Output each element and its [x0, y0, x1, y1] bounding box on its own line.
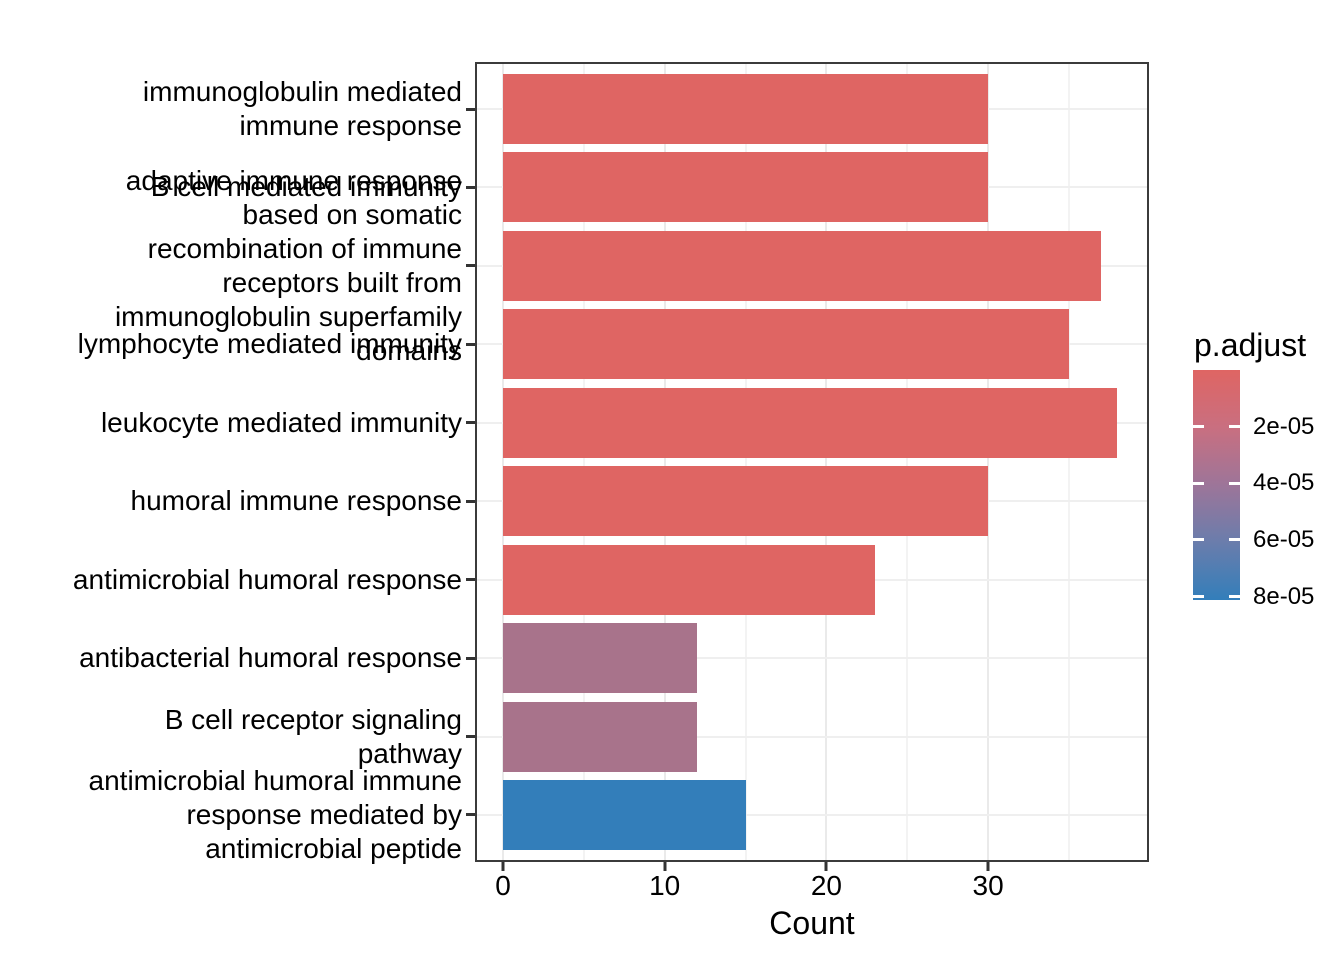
y-axis-tick: [466, 264, 475, 268]
x-axis-tick: [501, 862, 505, 871]
minor-gridline: [1067, 64, 1070, 860]
y-axis-label: leukocyte mediated immunity: [100, 406, 462, 438]
y-axis-tick: [466, 342, 475, 346]
bar: [503, 230, 1102, 301]
x-axis-tick: [824, 862, 828, 871]
bar: [503, 309, 1069, 380]
legend-tick-left: [1193, 538, 1204, 542]
y-axis-label: lymphocyte mediated immunity: [77, 328, 462, 360]
y-axis-tick: [466, 107, 475, 111]
minor-gridline: [582, 64, 585, 860]
legend-tick-label: 8e-05: [1253, 582, 1315, 610]
horizontal-gridline: [477, 813, 1147, 816]
y-axis-tick: [466, 813, 475, 817]
legend-tick-left: [1193, 425, 1204, 429]
horizontal-gridline: [477, 657, 1147, 660]
x-tick-label: 30: [972, 870, 1004, 901]
bar: [503, 466, 989, 537]
major-gridline: [663, 64, 666, 860]
y-axis-label: humoral immune response: [130, 485, 463, 517]
y-axis-tick: [466, 735, 475, 738]
legend-tick-right: [1229, 538, 1240, 542]
y-axis-label: B cell mediated immunity: [150, 171, 462, 203]
x-tick-label: 10: [649, 870, 681, 901]
minor-gridline: [906, 64, 909, 860]
y-axis-label: adaptive immune response based on somati…: [114, 164, 462, 366]
y-axis-label: antibacterial humoral response: [79, 642, 462, 674]
legend-tick-label: 4e-05: [1253, 469, 1315, 497]
legend-tick-right: [1229, 481, 1240, 485]
bar: [503, 623, 698, 694]
major-gridline: [825, 64, 828, 860]
legend-tick-label: 2e-05: [1253, 412, 1315, 440]
minor-gridline: [744, 64, 747, 860]
x-axis-title: Count: [769, 905, 855, 941]
y-axis-label: B cell receptor signaling pathway: [164, 703, 462, 769]
legend-title: p.adjust: [1194, 327, 1307, 363]
y-axis-label: antimicrobial humoral immune response me…: [88, 764, 462, 864]
bar: [503, 152, 989, 223]
x-axis-tick: [986, 862, 990, 871]
legend-tick-right: [1229, 595, 1240, 599]
plot-panel: [475, 62, 1149, 862]
y-axis-label: immunoglobulin mediated immune response: [142, 76, 462, 142]
legend-tick-label: 6e-05: [1253, 525, 1315, 553]
horizontal-gridline: [477, 735, 1147, 738]
legend-tick-right: [1229, 425, 1240, 429]
major-gridline: [987, 64, 990, 860]
bar: [503, 74, 989, 145]
y-axis-tick: [466, 578, 475, 582]
y-axis-tick: [466, 185, 475, 189]
bar: [503, 779, 746, 850]
y-axis-label: antimicrobial humoral response: [72, 563, 462, 595]
x-tick-label: 0: [495, 870, 511, 901]
bar: [503, 387, 1118, 458]
bar: [503, 544, 875, 615]
x-axis-tick: [663, 862, 667, 871]
legend-tick-left: [1193, 481, 1204, 485]
legend-tick-left: [1193, 595, 1204, 599]
x-tick-label: 20: [810, 870, 842, 901]
y-axis-tick: [466, 656, 475, 660]
legend-gradient-bar: [1193, 370, 1240, 600]
major-gridline: [502, 64, 504, 860]
y-axis-tick: [466, 421, 475, 425]
y-axis-tick: [466, 499, 475, 503]
bar: [503, 701, 698, 772]
